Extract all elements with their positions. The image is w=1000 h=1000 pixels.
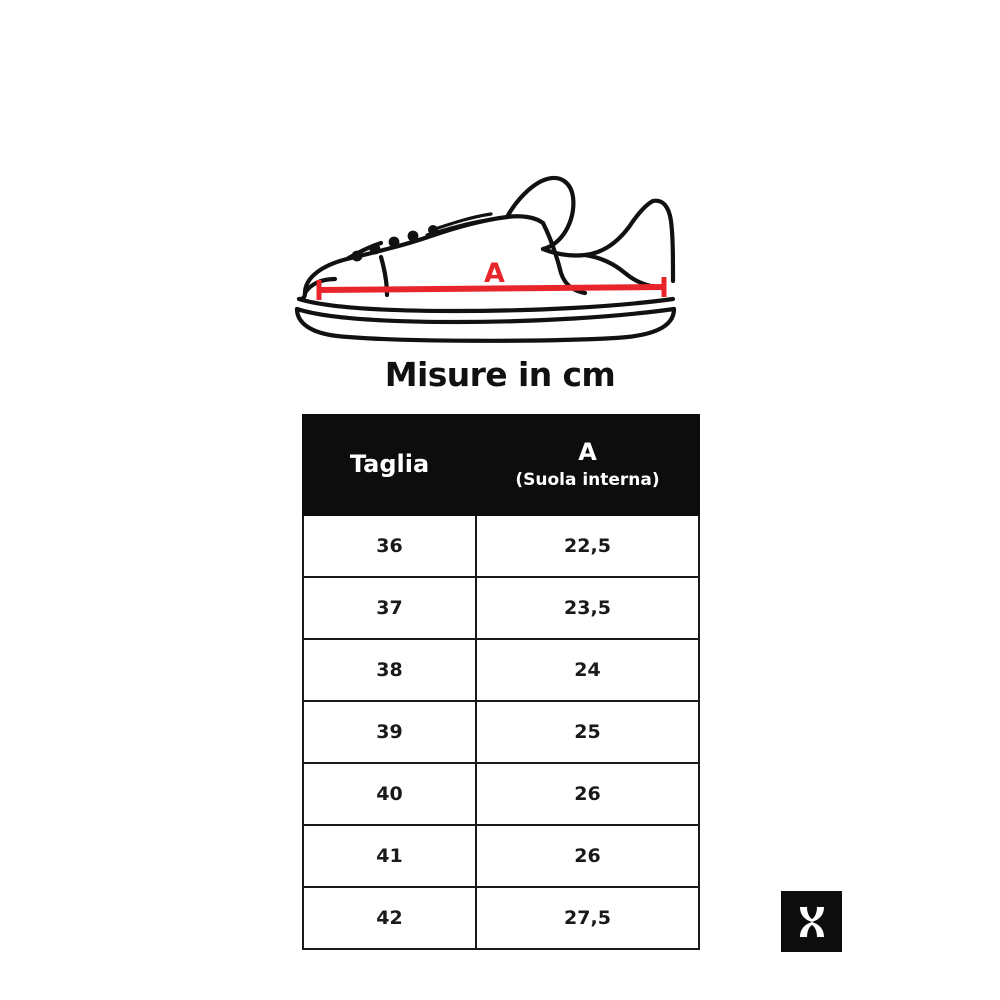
eyelet-3 [388,236,400,248]
lace-panel-edge [344,240,384,262]
sneaker-outline-svg [294,175,677,343]
table-row: 38 24 [302,638,700,702]
cell-a: 23,5 [475,576,700,640]
sneaker-body-strokes [294,175,677,343]
cell-a: 26 [475,824,700,888]
table-row: 36 22,5 [302,514,700,578]
eyelet-2 [369,243,381,255]
heel-back-line [650,198,676,284]
column-header-taglia: Taglia [302,414,477,516]
shoe-illustration [285,165,705,345]
toe-sidewall-join [296,290,308,302]
column-header-taglia-label: Taglia [349,450,430,479]
cell-size: 38 [302,638,477,702]
cell-size: 42 [302,886,477,950]
toe-to-tongue-line [302,214,546,296]
table-row: 42 27,5 [302,886,700,950]
cell-a: 22,5 [475,514,700,578]
lace-line-1 [433,212,493,231]
brand-x-logo [781,891,842,952]
cell-size: 41 [302,824,477,888]
table-header-row: Taglia A (Suola interna) [302,414,700,516]
size-chart-container: Taglia A (Suola interna) 36 22,5 37 23,5… [302,414,700,950]
heel-counter-inner [582,252,664,290]
x-icon [799,906,824,937]
table-row: 40 26 [302,762,700,826]
midsole-top-line [296,296,676,314]
column-header-a-label: A [578,437,597,466]
measurement-line-a [316,277,667,300]
collar-topline [540,198,656,258]
size-chart-table: Taglia A (Suola interna) 36 22,5 37 23,5… [302,414,700,950]
table-body: 36 22,5 37 23,5 38 24 39 25 40 26 41 26 [302,514,700,950]
cell-size: 39 [302,700,477,764]
column-header-a-sublabel: (Suola interna) [515,470,660,491]
midsole-middle-line [294,306,677,325]
cell-size: 40 [302,762,477,826]
lace-line-2 [425,218,489,237]
table-row: 41 26 [302,824,700,888]
eyelet-4 [407,230,419,242]
tongue-shape [504,175,576,252]
cell-a: 26 [475,762,700,826]
measurement-letter-a: A [484,258,505,289]
eyelet-1 [351,250,363,262]
table-row: 39 25 [302,700,700,764]
cell-a: 24 [475,638,700,702]
cell-a: 27,5 [475,886,700,950]
table-header: Taglia A (Suola interna) [302,414,700,516]
lace-eyelets [351,225,438,262]
measurement-line-horizontal [317,284,666,293]
cell-size: 37 [302,576,477,640]
lace-strings [425,212,493,237]
cell-a: 25 [475,700,700,764]
cell-size: 36 [302,514,477,578]
x-icon-path [799,906,824,937]
page-title: Misure in cm [384,355,616,394]
column-header-a: A (Suola interna) [475,414,700,516]
outsole-bottom-line [294,306,677,343]
table-row: 37 23,5 [302,576,700,640]
